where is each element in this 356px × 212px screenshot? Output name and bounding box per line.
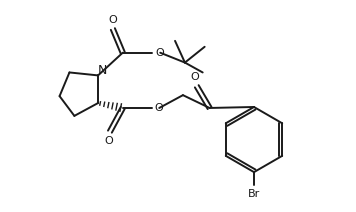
Text: O: O (155, 103, 164, 113)
Text: O: O (190, 72, 199, 82)
Text: O: O (156, 48, 164, 58)
Text: N: N (97, 64, 107, 77)
Text: O: O (109, 15, 117, 25)
Text: Br: Br (248, 189, 260, 199)
Text: O: O (105, 135, 113, 146)
